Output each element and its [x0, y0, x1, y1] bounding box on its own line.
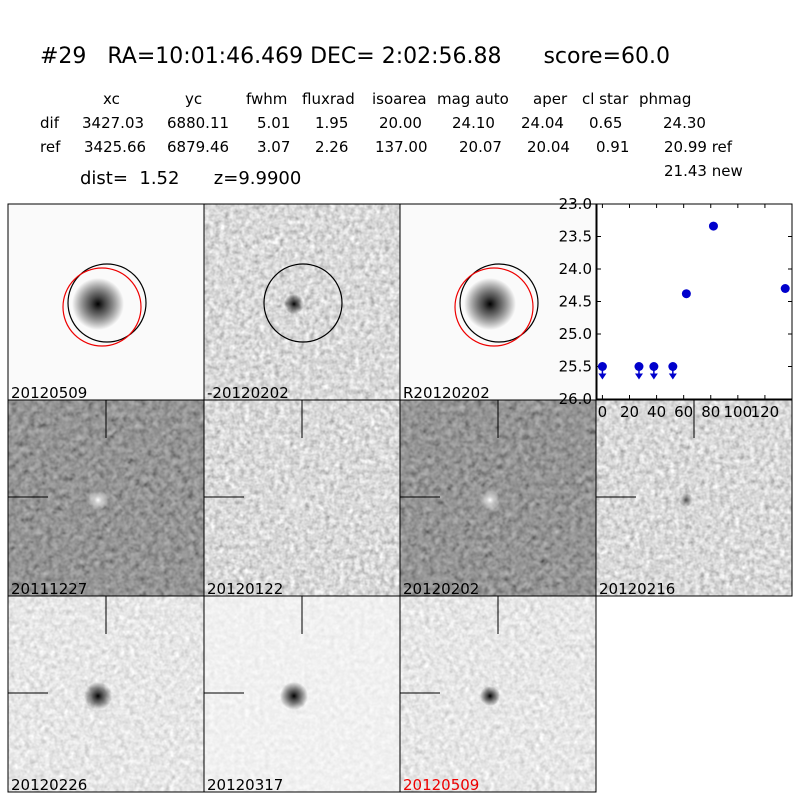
source: [280, 682, 308, 710]
column-header: xc: [103, 90, 120, 108]
table-cell: dif: [40, 114, 60, 132]
column-header: yc: [185, 90, 202, 108]
table-cell: 3.07: [257, 138, 290, 156]
limit-arrowhead: [634, 373, 643, 380]
limit-arrowhead: [598, 373, 607, 380]
y-tick-label: 24.5: [559, 293, 592, 311]
plot-background: [596, 203, 793, 400]
x-tick-label: 20: [620, 403, 639, 421]
x-tick-label: 60: [674, 403, 693, 421]
aperture: [459, 263, 539, 343]
source: [88, 490, 108, 510]
column-header: cl star: [582, 90, 629, 108]
stamp-label: 20120317: [207, 776, 283, 794]
source: [464, 278, 516, 330]
table-cell: 20.99 ref: [664, 138, 733, 156]
source: [679, 493, 693, 507]
table-cell: 137.00: [375, 138, 428, 156]
upper-limit: [668, 362, 678, 380]
table-extra: 21.43 new: [664, 162, 743, 180]
x-tick-label: 100: [724, 403, 753, 421]
table-cell: 24.10: [452, 114, 495, 132]
y-tick-label: 24.0: [559, 260, 592, 278]
y-tick-label: 25.5: [559, 358, 592, 376]
table-cell: 5.01: [257, 114, 290, 132]
stamp: 20111227: [7, 399, 205, 598]
stamp: -20120202: [203, 203, 401, 402]
x-tick-label: 40: [647, 403, 666, 421]
table-cell: 3425.66: [84, 138, 146, 156]
source: [480, 490, 500, 510]
table-cell: 3427.03: [82, 114, 144, 132]
aperture: [67, 263, 147, 343]
stamp-label: 20120122: [207, 580, 283, 598]
column-header: fwhm: [246, 90, 287, 108]
stamp-label: 20120226: [11, 776, 87, 794]
data-point: [708, 221, 718, 231]
x-tick-label: 80: [701, 403, 720, 421]
stamp-label: 20120216: [599, 580, 675, 598]
column-header: isoarea: [372, 90, 427, 108]
stamp: 20120122: [203, 399, 401, 598]
stamp-frame: [595, 399, 793, 597]
table-cell: ref: [40, 138, 61, 156]
stamp: 20120202: [399, 399, 597, 598]
table-cell: 24.30: [663, 114, 706, 132]
aperture-ref: [62, 267, 142, 347]
aperture: [263, 263, 343, 343]
upper-limit: [634, 362, 644, 380]
source: [480, 686, 500, 706]
table-cell: 20.00: [379, 114, 422, 132]
table-cell: 0.91: [596, 138, 629, 156]
summary: dist= 1.52 z=9.9900: [80, 168, 301, 189]
stamp: 20120226: [7, 595, 205, 794]
table-cell: 20.04: [527, 138, 570, 156]
limit-arrowhead: [668, 373, 677, 380]
stamp-label: 20120509: [11, 384, 87, 402]
limit-arrowhead: [649, 373, 658, 380]
column-header: phmag: [639, 90, 691, 108]
column-header: fluxrad: [302, 90, 355, 108]
stamp: 20120509: [399, 595, 597, 794]
data-point: [681, 289, 691, 299]
stamp-label: 20111227: [11, 580, 87, 598]
title: #29 RA=10:01:46.469 DEC= 2:02:56.88 scor…: [40, 44, 670, 69]
source: [284, 490, 304, 510]
y-tick-label: 23.5: [559, 228, 592, 246]
x-tick-label: 120: [751, 403, 780, 421]
stamp: 20120216: [595, 399, 793, 598]
data-point: [780, 284, 790, 293]
column-header: aper: [533, 90, 568, 108]
y-tick-label: 23.0: [559, 195, 592, 213]
table-cell: 6880.11: [167, 114, 229, 132]
source: [84, 682, 112, 710]
stamp: R20120202: [399, 203, 597, 402]
stamp: 20120317: [203, 595, 401, 794]
source: [284, 294, 304, 314]
aperture-ref: [454, 267, 534, 347]
table-cell: 20.07: [459, 138, 502, 156]
stamp-label: 20120509: [403, 776, 479, 794]
stamp-label: 20120202: [403, 580, 479, 598]
stamp-label: R20120202: [403, 384, 490, 402]
column-header: mag auto: [437, 90, 509, 108]
table-cell: 2.26: [315, 138, 348, 156]
y-tick-label: 25.0: [559, 325, 592, 343]
upper-limit: [649, 362, 659, 380]
stamp-frame: [399, 595, 597, 793]
table-cell: 1.95: [315, 114, 348, 132]
upper-limit: [597, 362, 607, 380]
table-cell: 6879.46: [167, 138, 229, 156]
x-tick-label: 0: [598, 403, 608, 421]
source: [72, 278, 124, 330]
table-cell: 0.65: [589, 114, 622, 132]
stamp-label: -20120202: [207, 384, 289, 402]
table-cell: 24.04: [521, 114, 564, 132]
y-tick-label: 26.0: [559, 390, 592, 408]
stamp: 20120509: [7, 203, 205, 402]
